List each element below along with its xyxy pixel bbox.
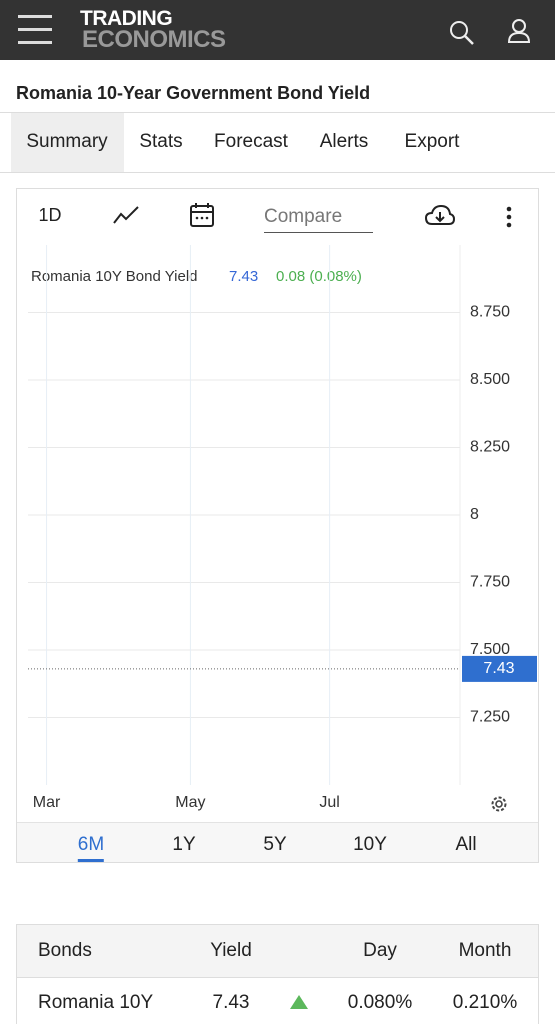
divider (0, 172, 555, 173)
chart-card (16, 188, 539, 863)
last-value-label: 7.43 (483, 660, 514, 677)
range-button[interactable]: All (455, 834, 477, 855)
y-tick-label: 8.750 (470, 304, 510, 321)
tab[interactable]: Export (404, 131, 460, 152)
table-cell: 0.210% (452, 992, 518, 1013)
legend-last-value: 7.43 (229, 268, 258, 285)
x-tick-label: Mar (33, 794, 61, 811)
chart-type-button[interactable] (112, 204, 140, 226)
range-bar (17, 822, 538, 862)
x-tick-label: May (175, 794, 205, 811)
top-bar (0, 0, 555, 60)
tab[interactable]: Alerts (319, 131, 369, 152)
chart: Romania 10Y Bond Yield 7.43 0.08 (0.08%)… (28, 245, 537, 811)
calendar-button[interactable] (189, 202, 215, 228)
table-cell: Romania 10Y (38, 992, 154, 1013)
logo-top[interactable]: TRADING (80, 7, 173, 30)
range-button[interactable]: 1Y (172, 834, 196, 855)
tab[interactable]: Forecast (214, 131, 288, 152)
active-tab-bg (11, 113, 124, 172)
y-tick-label: 8 (470, 506, 479, 523)
menu-button[interactable] (18, 15, 54, 45)
y-tick-label: 7.250 (470, 709, 510, 726)
download-button[interactable] (424, 204, 456, 228)
x-tick-label: Jul (319, 794, 339, 811)
y-tick-label: 7.500 (470, 641, 510, 658)
more-button[interactable] (504, 206, 514, 230)
y-tick-label: 8.250 (470, 439, 510, 456)
user-button[interactable] (507, 18, 531, 44)
interval-button[interactable]: 1D (38, 205, 62, 225)
range-button[interactable]: 5Y (263, 834, 287, 855)
table-card (16, 924, 539, 1024)
column-header: Month (458, 940, 512, 961)
tab[interactable]: Stats (139, 131, 183, 152)
range-button[interactable]: 6M (77, 834, 105, 862)
legend-change: 0.08 (0.08%) (276, 268, 362, 285)
search-button[interactable] (449, 20, 475, 46)
table-header (17, 925, 538, 978)
table-cell: 7.43 (212, 992, 250, 1013)
compare-input[interactable]: Compare (264, 206, 343, 227)
y-tick-label: 8.500 (470, 371, 510, 388)
column-header: Yield (210, 940, 252, 961)
legend-series-name: Romania 10Y Bond Yield (31, 268, 198, 285)
tab[interactable]: Summary (26, 131, 108, 152)
range-button[interactable]: 10Y (353, 834, 387, 855)
column-header: Bonds (38, 940, 92, 961)
up-arrow (290, 995, 308, 1009)
page-title: Romania 10-Year Government Bond Yield (16, 83, 371, 103)
settings-button[interactable] (489, 794, 509, 814)
table-cell: 0.080% (347, 992, 413, 1013)
compare-underline (264, 232, 373, 233)
logo-bottom[interactable]: ECONOMICS (82, 26, 226, 53)
y-tick-label: 7.750 (470, 574, 510, 591)
divider (0, 112, 555, 113)
last-value-box (462, 655, 537, 682)
column-header: Day (363, 940, 397, 961)
